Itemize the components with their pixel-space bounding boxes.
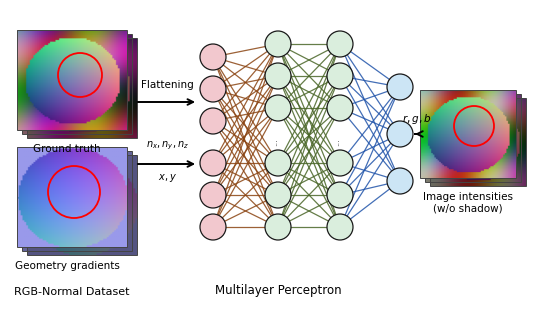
Bar bbox=[22, 151, 132, 251]
Circle shape bbox=[387, 74, 413, 100]
Bar bbox=[17, 147, 127, 247]
Text: Flattening: Flattening bbox=[141, 80, 194, 90]
Circle shape bbox=[265, 31, 291, 57]
Bar bbox=[425, 94, 521, 182]
Circle shape bbox=[327, 95, 353, 121]
Text: Ground truth: Ground truth bbox=[33, 144, 101, 154]
Text: $n_x, n_y, n_z$: $n_x, n_y, n_z$ bbox=[146, 139, 189, 152]
Circle shape bbox=[200, 150, 226, 176]
Circle shape bbox=[327, 63, 353, 89]
Circle shape bbox=[265, 150, 291, 176]
Text: ···: ··· bbox=[273, 138, 282, 146]
Circle shape bbox=[200, 214, 226, 240]
Circle shape bbox=[327, 150, 353, 176]
Text: Image intensities
(w/o shadow): Image intensities (w/o shadow) bbox=[423, 192, 513, 214]
Circle shape bbox=[387, 168, 413, 194]
Circle shape bbox=[265, 182, 291, 208]
Circle shape bbox=[387, 121, 413, 147]
Circle shape bbox=[200, 76, 226, 102]
Text: RGB-Normal Dataset: RGB-Normal Dataset bbox=[14, 287, 130, 297]
Circle shape bbox=[200, 108, 226, 134]
Bar bbox=[430, 98, 526, 186]
Bar bbox=[22, 34, 132, 134]
Circle shape bbox=[265, 95, 291, 121]
Text: Multilayer Perceptron: Multilayer Perceptron bbox=[215, 284, 341, 297]
Bar bbox=[27, 155, 137, 255]
Circle shape bbox=[200, 44, 226, 70]
Text: Geometry gradients: Geometry gradients bbox=[14, 261, 120, 271]
Text: $r, g, b$: $r, g, b$ bbox=[402, 112, 431, 126]
Circle shape bbox=[327, 182, 353, 208]
Text: $x, y$: $x, y$ bbox=[158, 172, 177, 184]
Circle shape bbox=[200, 182, 226, 208]
Bar bbox=[420, 90, 516, 178]
Text: ···: ··· bbox=[335, 138, 344, 146]
Circle shape bbox=[265, 63, 291, 89]
Circle shape bbox=[327, 31, 353, 57]
Bar bbox=[27, 38, 137, 138]
Circle shape bbox=[265, 214, 291, 240]
Circle shape bbox=[327, 214, 353, 240]
Bar bbox=[17, 30, 127, 130]
